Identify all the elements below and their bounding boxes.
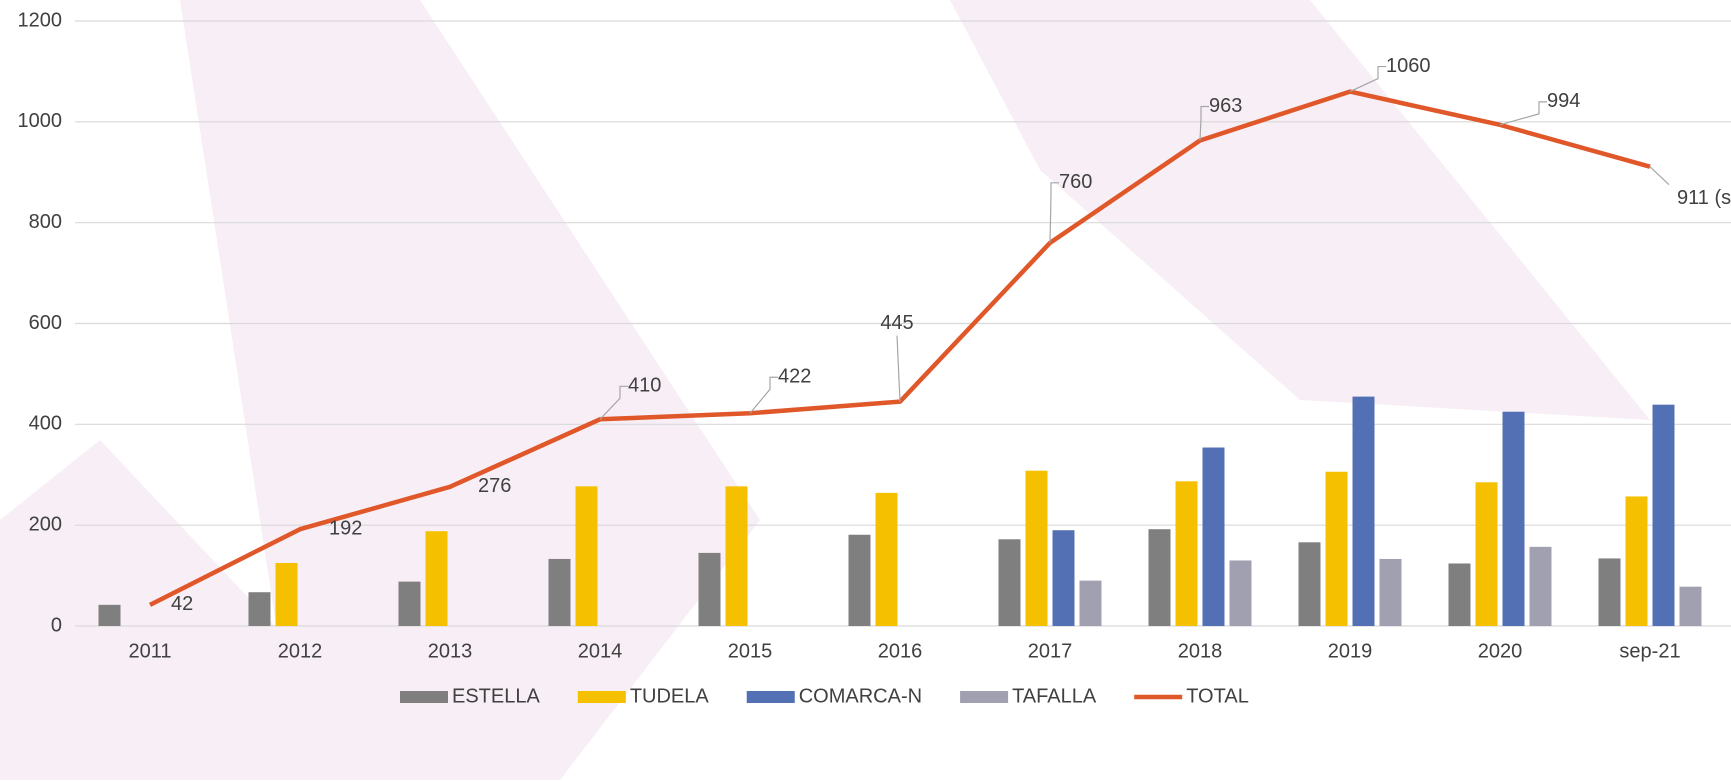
leader-line xyxy=(1199,105,1209,141)
x-tick-label: 2020 xyxy=(1478,640,1523,662)
bar xyxy=(875,492,898,626)
legend-swatch xyxy=(400,691,448,703)
bar xyxy=(1448,563,1471,626)
legend-label: COMARCA-N xyxy=(799,685,922,707)
watermark xyxy=(0,0,1650,780)
legend-label: ESTELLA xyxy=(452,685,540,707)
data-label: 911 (sept) xyxy=(1677,187,1731,209)
y-tick-label: 600 xyxy=(29,312,62,334)
bar xyxy=(1475,482,1498,626)
y-tick-label: 1200 xyxy=(18,9,63,31)
y-tick-label: 1000 xyxy=(18,110,63,132)
y-tick-label: 0 xyxy=(51,614,62,636)
legend: ESTELLA TUDELA COMARCA-N TAFALLA TOTAL xyxy=(400,685,1249,707)
bar xyxy=(1652,404,1675,626)
bar xyxy=(1529,546,1552,626)
x-tick-label: 2012 xyxy=(278,640,323,662)
legend-label: TAFALLA xyxy=(1012,685,1097,707)
watermark-shape xyxy=(180,0,760,780)
bar xyxy=(575,486,598,626)
bar xyxy=(1625,496,1648,626)
bar xyxy=(725,486,748,626)
x-tick-label: 2015 xyxy=(728,640,773,662)
bar xyxy=(1379,558,1402,626)
bar xyxy=(1598,558,1621,626)
leader-line xyxy=(1349,65,1386,93)
legend-label: TUDELA xyxy=(630,685,710,707)
x-tick-label: sep-21 xyxy=(1619,640,1680,662)
data-label: 192 xyxy=(329,517,362,539)
x-tick-label: 2014 xyxy=(578,640,623,662)
y-tick-label: 400 xyxy=(29,413,62,435)
data-label: 1060 xyxy=(1386,55,1431,77)
x-tick-label: 2011 xyxy=(128,640,171,662)
data-label: 445 xyxy=(880,312,913,334)
bar xyxy=(248,592,271,626)
bar xyxy=(1202,447,1225,626)
bar xyxy=(275,562,298,626)
x-tick-label: 2017 xyxy=(1028,640,1073,662)
bar xyxy=(425,531,448,626)
legend-label: TOTAL xyxy=(1186,685,1249,707)
leader-line xyxy=(1499,101,1547,126)
leader-line xyxy=(599,385,628,420)
leader-line xyxy=(749,376,778,414)
x-tick-label: 2018 xyxy=(1178,640,1223,662)
data-label: 760 xyxy=(1059,171,1092,193)
data-label: 276 xyxy=(478,475,511,497)
bar xyxy=(1679,586,1702,626)
legend-swatch xyxy=(577,691,626,703)
leader-line xyxy=(1049,182,1059,243)
y-tick-label: 200 xyxy=(29,513,62,535)
bar xyxy=(1352,396,1375,626)
legend-swatch xyxy=(746,691,795,703)
data-label: 422 xyxy=(778,366,811,388)
bar xyxy=(698,552,721,626)
bar xyxy=(398,581,421,626)
bar xyxy=(1325,471,1348,626)
data-label: 994 xyxy=(1547,90,1580,112)
bar xyxy=(1025,470,1048,626)
data-label: 42 xyxy=(171,593,193,615)
y-tick-label: 800 xyxy=(29,211,62,233)
line-series xyxy=(148,89,1651,607)
bar xyxy=(1052,530,1075,626)
bar xyxy=(1502,411,1525,626)
data-label: 410 xyxy=(628,375,661,397)
bar xyxy=(98,604,121,626)
leader-line xyxy=(1649,166,1670,186)
watermark-shape xyxy=(950,0,1650,420)
x-tick-label: 2016 xyxy=(878,640,923,662)
bar xyxy=(1298,542,1321,626)
bar xyxy=(848,534,871,626)
x-tick-label: 2013 xyxy=(428,640,473,662)
bar xyxy=(548,558,571,626)
data-label: 963 xyxy=(1209,95,1242,117)
leader-line xyxy=(896,335,901,402)
bar xyxy=(998,539,1021,626)
bar xyxy=(1175,481,1198,626)
bar xyxy=(1148,529,1171,626)
legend-swatch xyxy=(960,691,1009,703)
bar xyxy=(1229,560,1252,626)
x-tick-label: 2019 xyxy=(1328,640,1373,662)
bar xyxy=(1079,580,1102,626)
